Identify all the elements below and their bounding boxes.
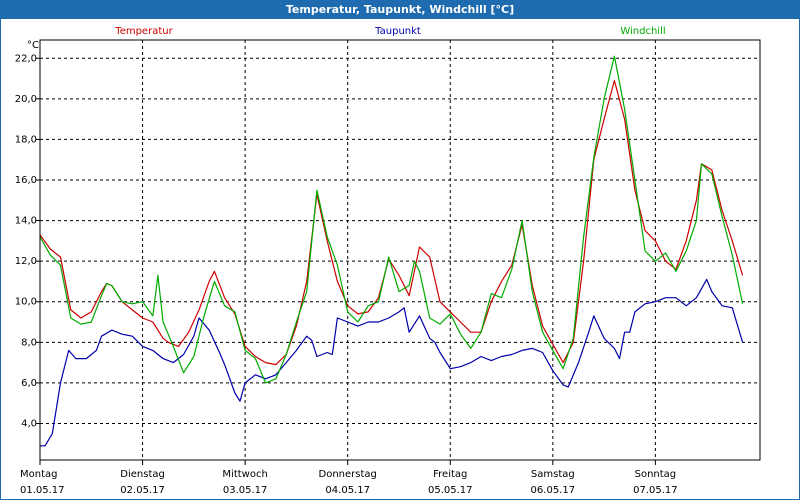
y-tick-label: 16,0	[15, 175, 37, 186]
y-axis-ticks: 4,0 6,0 8,0 10,0 12,0 14,0 16,0 18,0 20,0 22,0	[15, 53, 40, 429]
y-tick-label: 22,0	[15, 53, 37, 64]
x-day-label: Samstag	[531, 469, 575, 480]
plot-frame	[39, 39, 761, 461]
legend-temperatur: Temperatur	[114, 26, 173, 37]
x-date-label: 05.05.17	[428, 485, 473, 496]
x-day-label: Sonntag	[635, 469, 677, 480]
x-day-label: Montag	[20, 469, 57, 480]
x-date-label: 03.05.17	[223, 485, 268, 496]
y-tick-label: 4,0	[21, 418, 37, 429]
x-day-label: Freitag	[433, 469, 467, 480]
grid	[40, 40, 760, 460]
y-tick-label: 6,0	[21, 378, 37, 389]
y-axis-unit: °C	[27, 40, 39, 51]
title-bar	[0, 0, 800, 19]
x-date-label: 02.05.17	[120, 485, 165, 496]
x-axis-ticks: Montag 01.05.17 Dienstag 02.05.17 Mittwoch 03…	[20, 460, 678, 496]
y-tick-label: 8,0	[21, 337, 37, 348]
y-tick-label: 12,0	[15, 256, 37, 267]
series-lines	[39, 55, 744, 447]
legend-taupunkt: Taupunkt	[374, 26, 421, 37]
x-day-label: Mittwoch	[222, 469, 267, 480]
legend: Temperatur Taupunkt Windchill	[114, 26, 665, 37]
y-tick-label: 10,0	[15, 297, 37, 308]
chart-title: Temperatur, Taupunkt, Windchill [°C]	[286, 3, 514, 16]
y-tick-label: 14,0	[15, 216, 37, 227]
legend-windchill: Windchill	[620, 26, 665, 37]
x-date-label: 04.05.17	[325, 485, 370, 496]
y-tick-label: 20,0	[15, 94, 37, 105]
x-day-label: Donnerstag	[319, 469, 377, 480]
series-line-taupunkt	[40, 278, 744, 447]
x-date-label: 07.05.17	[633, 485, 678, 496]
x-date-label: 01.05.17	[20, 485, 65, 496]
x-day-label: Dienstag	[120, 469, 165, 480]
y-tick-label: 18,0	[15, 134, 37, 145]
series-line-windchill	[39, 55, 744, 384]
x-date-label: 06.05.17	[531, 485, 576, 496]
